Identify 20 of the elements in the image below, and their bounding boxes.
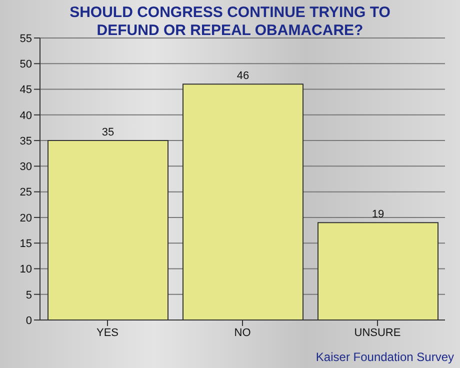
y-tick-label: 40 — [20, 110, 32, 122]
text: Kaiser Foundation Survey — [316, 350, 454, 364]
y-tick-label: 15 — [20, 238, 32, 250]
data-label: 46 — [236, 70, 250, 82]
data-label: 35 — [102, 126, 114, 139]
x-tick-label: UNSURE — [354, 326, 401, 339]
y-tick-label: 55 — [20, 32, 32, 45]
x-tick-label: YES — [96, 326, 119, 339]
y-tick-label: 35 — [20, 135, 32, 148]
y-tick-label: 10 — [20, 264, 32, 276]
x-tick-label: NO — [234, 326, 252, 339]
y-tick-label: 20 — [20, 212, 32, 224]
chart-title: SHOULD CONGRESS CONTINUE TRYING TO DEFUND OR REPEAL OBAMACARE? — [68, 4, 392, 40]
y-tick-label: 0 — [26, 314, 32, 327]
data-label: 19 — [372, 208, 384, 221]
y-tick-label: 50 — [20, 58, 32, 71]
y-tick-label: 30 — [20, 161, 32, 174]
y-tick-label: 45 — [20, 84, 32, 96]
y-tick-label: 5 — [26, 289, 32, 302]
y-tick-label: 25 — [20, 186, 32, 199]
